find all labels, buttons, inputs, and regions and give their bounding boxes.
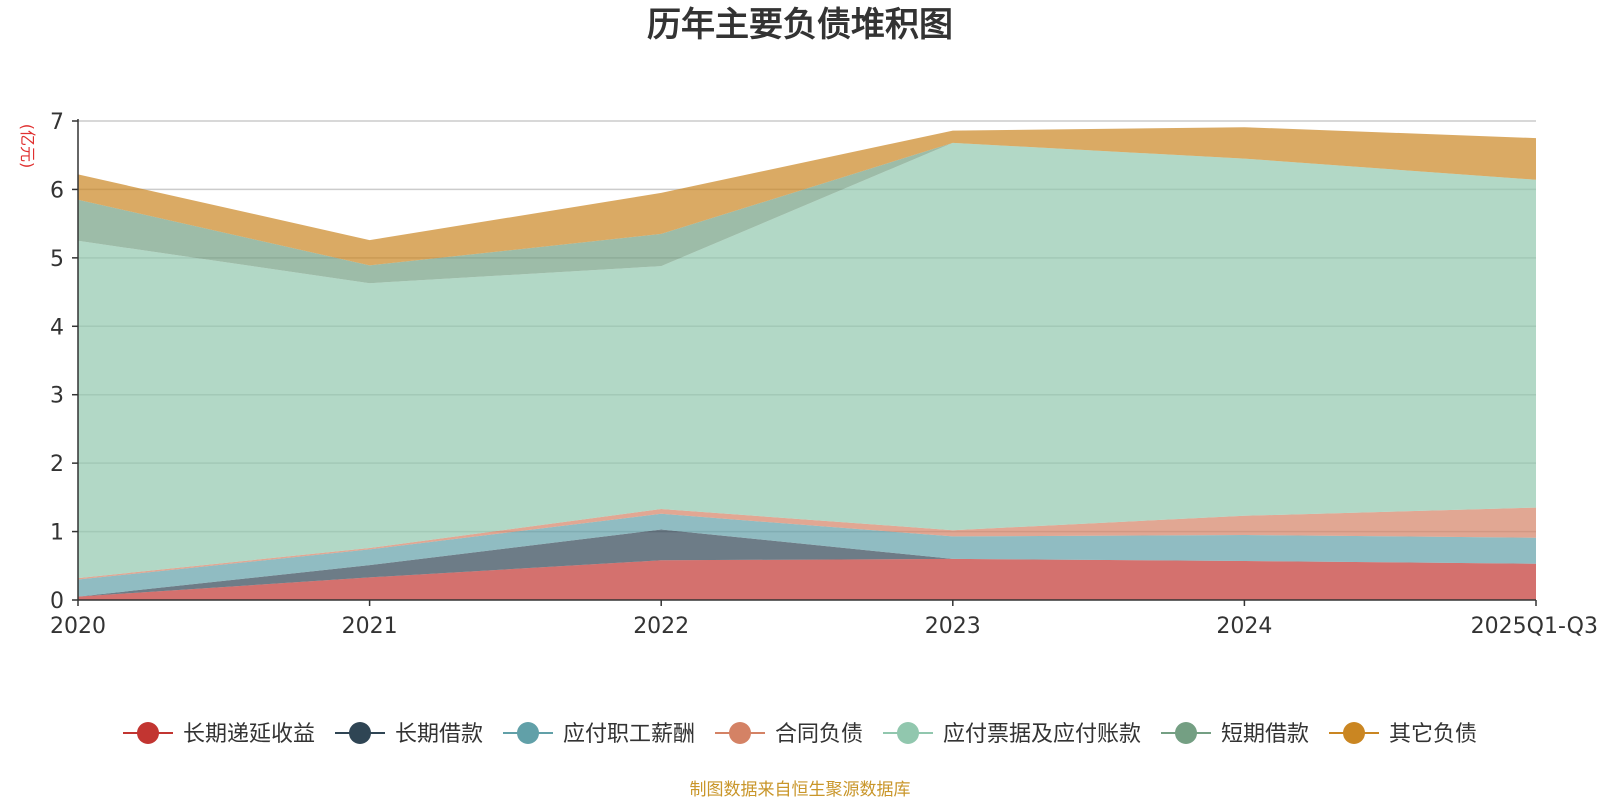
legend-marker-2 bbox=[517, 722, 539, 744]
axes bbox=[77, 119, 1536, 601]
source-note: 制图数据来自恒生聚源数据库 bbox=[690, 780, 911, 800]
y-tick-label-4: 4 bbox=[50, 315, 64, 340]
legend-marker-3 bbox=[729, 722, 751, 744]
legend-item-1[interactable]: 长期借款 bbox=[335, 722, 483, 747]
legend-marker-5 bbox=[1175, 722, 1197, 744]
legend-label-3: 合同负债 bbox=[775, 722, 863, 747]
x-axis-ticks: 2020 2021 2022 2023 2024 2025Q1-Q3 bbox=[50, 600, 1598, 639]
legend-item-2[interactable]: 应付职工薪酬 bbox=[503, 722, 695, 747]
legend-item-3[interactable]: 合同负债 bbox=[715, 722, 863, 747]
y-tick-label-6: 6 bbox=[50, 178, 64, 203]
legend-item-4[interactable]: 应付票据及应付账款 bbox=[883, 722, 1141, 747]
legend-label-4: 应付票据及应付账款 bbox=[943, 722, 1141, 747]
legend-marker-6 bbox=[1343, 722, 1365, 744]
x-tick-label-2: 2022 bbox=[633, 614, 689, 639]
x-tick-label-4: 2024 bbox=[1216, 614, 1272, 639]
y-tick-label-2: 2 bbox=[50, 452, 64, 477]
area-series-3 bbox=[78, 507, 1536, 580]
legend-item-5[interactable]: 短期借款 bbox=[1161, 722, 1309, 747]
area-series-4 bbox=[78, 142, 1536, 579]
legend: 长期递延收益 长期借款 应付职工薪酬 合同负债 应付票据及应付账款 短期借款 其它负债 bbox=[123, 722, 1477, 747]
legend-marker-0 bbox=[137, 722, 159, 744]
legend-item-0[interactable]: 长期递延收益 bbox=[123, 722, 315, 747]
y-axis-unit-label: (亿元) bbox=[18, 124, 37, 169]
area-series-6 bbox=[78, 127, 1536, 266]
x-tick-label-3: 2023 bbox=[925, 614, 981, 639]
y-axis-ticks: 0 1 2 3 4 5 6 7 bbox=[50, 110, 78, 614]
legend-label-5: 短期借款 bbox=[1221, 722, 1309, 747]
legend-label-6: 其它负债 bbox=[1389, 722, 1477, 747]
area-series-2 bbox=[78, 513, 1536, 597]
y-tick-label-1: 1 bbox=[50, 521, 64, 546]
x-tick-label-1: 2021 bbox=[342, 614, 398, 639]
area-series-0 bbox=[78, 558, 1536, 600]
y-tick-label-7: 7 bbox=[50, 110, 64, 135]
area-series-group bbox=[78, 127, 1536, 600]
y-tick-label-0: 0 bbox=[50, 589, 64, 614]
legend-label-1: 长期借款 bbox=[395, 722, 483, 747]
y-tick-label-3: 3 bbox=[50, 384, 64, 409]
legend-label-0: 长期递延收益 bbox=[183, 722, 315, 747]
legend-marker-1 bbox=[349, 722, 371, 744]
y-tick-label-5: 5 bbox=[50, 247, 64, 272]
chart-title: 历年主要负债堆积图 bbox=[647, 5, 953, 45]
x-tick-label-0: 2020 bbox=[50, 614, 106, 639]
x-tick-label-5: 2025Q1-Q3 bbox=[1471, 614, 1598, 639]
legend-item-6[interactable]: 其它负债 bbox=[1329, 722, 1477, 747]
legend-label-2: 应付职工薪酬 bbox=[563, 722, 695, 747]
legend-marker-4 bbox=[897, 722, 919, 744]
